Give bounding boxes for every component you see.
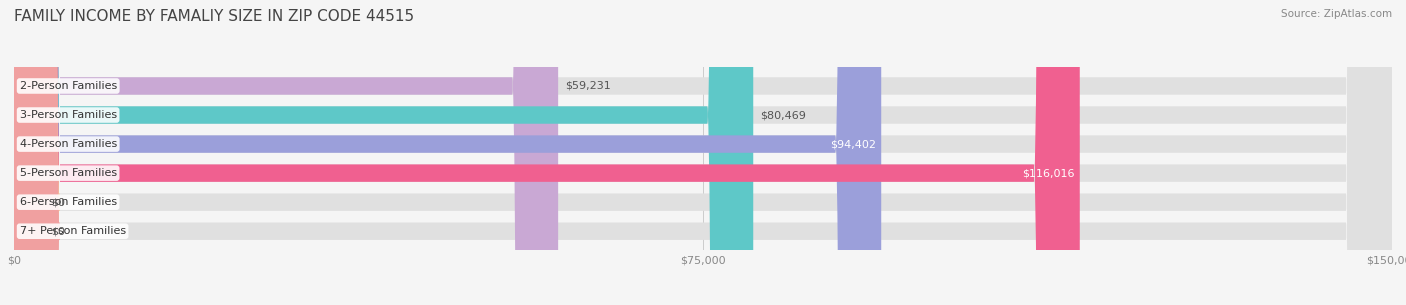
Text: Source: ZipAtlas.com: Source: ZipAtlas.com [1281, 9, 1392, 19]
Text: 7+ Person Families: 7+ Person Families [20, 226, 125, 236]
FancyBboxPatch shape [0, 0, 60, 305]
Text: $0: $0 [51, 226, 65, 236]
FancyBboxPatch shape [14, 0, 1392, 305]
FancyBboxPatch shape [14, 0, 558, 305]
Text: $80,469: $80,469 [761, 110, 806, 120]
FancyBboxPatch shape [14, 0, 882, 305]
FancyBboxPatch shape [14, 0, 1392, 305]
FancyBboxPatch shape [14, 0, 1392, 305]
Text: FAMILY INCOME BY FAMALIY SIZE IN ZIP CODE 44515: FAMILY INCOME BY FAMALIY SIZE IN ZIP COD… [14, 9, 415, 24]
Text: $59,231: $59,231 [565, 81, 610, 91]
Text: $0: $0 [51, 197, 65, 207]
Text: 4-Person Families: 4-Person Families [20, 139, 117, 149]
Text: 5-Person Families: 5-Person Families [20, 168, 117, 178]
Text: 3-Person Families: 3-Person Families [20, 110, 117, 120]
FancyBboxPatch shape [14, 0, 1392, 305]
FancyBboxPatch shape [14, 0, 1080, 305]
Text: 6-Person Families: 6-Person Families [20, 197, 117, 207]
FancyBboxPatch shape [14, 0, 1392, 305]
FancyBboxPatch shape [0, 0, 60, 305]
FancyBboxPatch shape [14, 0, 1392, 305]
Text: $94,402: $94,402 [830, 139, 876, 149]
FancyBboxPatch shape [14, 0, 754, 305]
Text: $116,016: $116,016 [1022, 168, 1074, 178]
Text: 2-Person Families: 2-Person Families [20, 81, 117, 91]
